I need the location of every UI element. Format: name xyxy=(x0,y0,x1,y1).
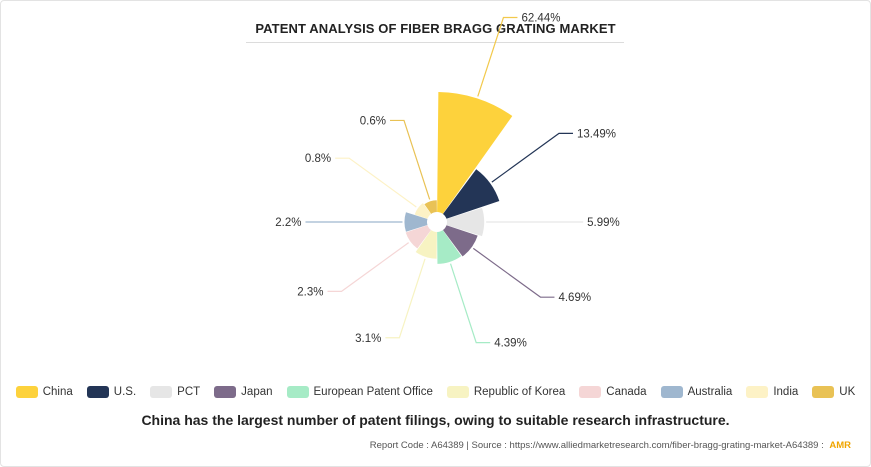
data-label-australia: 2.2% xyxy=(275,217,301,229)
slice-pct[interactable] xyxy=(446,207,485,237)
data-label-republic-of-korea: 3.1% xyxy=(355,333,381,345)
legend-item-india[interactable]: India xyxy=(746,386,798,398)
legend-label: PCT xyxy=(177,386,201,398)
legend-item-china[interactable]: China xyxy=(15,386,73,398)
legend-item-pct[interactable]: PCT xyxy=(150,386,200,398)
slice-australia[interactable] xyxy=(404,212,428,232)
chart-legend: China U.S. PCT Japan European Patent Office R… xyxy=(0,386,871,398)
source-link[interactable]: Source : https://www.alliedmarketresearc… xyxy=(471,440,824,451)
legend-item-uk[interactable]: UK xyxy=(812,386,855,398)
legend-item-european-patent-office[interactable]: European Patent Office xyxy=(286,386,433,398)
legend-swatch xyxy=(660,386,683,398)
legend-swatch xyxy=(214,386,237,398)
legend-label: Republic of Korea xyxy=(473,386,566,398)
leader-line-canada xyxy=(327,242,410,292)
legend-item-u-s[interactable]: U.S. xyxy=(86,386,137,398)
legend-item-australia[interactable]: Australia xyxy=(660,386,733,398)
leader-line-republic-of-korea xyxy=(385,258,426,339)
legend-label: Canada xyxy=(606,386,647,398)
legend-label: Australia xyxy=(687,386,733,398)
slice-japan[interactable] xyxy=(442,225,478,257)
legend-swatch xyxy=(15,386,38,398)
legend-label: European Patent Office xyxy=(313,386,433,398)
leader-line-japan xyxy=(472,247,555,298)
leader-line-european-patent-office xyxy=(449,263,491,344)
legend-swatch xyxy=(150,386,173,398)
legend-label: Japan xyxy=(241,386,273,398)
slice-china[interactable] xyxy=(437,92,513,214)
data-label-european-patent-office: 4.39% xyxy=(494,338,527,350)
legend-label: UK xyxy=(839,386,856,398)
chart-title: PATENT ANALYSIS OF FIBER BRAGG GRATING M… xyxy=(255,21,616,36)
legend-swatch xyxy=(446,386,469,398)
data-label-china: 62.44% xyxy=(521,13,560,25)
slice-u-s[interactable] xyxy=(442,169,500,219)
legend-item-republic-of-korea[interactable]: Republic of Korea xyxy=(446,386,566,398)
leader-line-uk xyxy=(390,119,431,200)
slice-india[interactable] xyxy=(414,203,432,219)
leader-line-u-s xyxy=(491,132,573,183)
legend-swatch xyxy=(579,386,602,398)
report-code: Report Code : A64389 xyxy=(369,440,464,451)
legend-label: U.S. xyxy=(113,386,137,398)
data-label-u-s: 13.49% xyxy=(577,128,616,140)
slice-republic-of-korea[interactable] xyxy=(415,230,437,259)
data-label-pct: 5.99% xyxy=(587,217,620,229)
slice-uk[interactable] xyxy=(424,200,437,214)
data-label-uk: 0.6% xyxy=(360,115,386,127)
slice-canada[interactable] xyxy=(405,225,432,249)
legend-swatch xyxy=(812,386,835,398)
legend-item-japan[interactable]: Japan xyxy=(214,386,273,398)
data-label-japan: 4.69% xyxy=(558,292,591,304)
legend-label: India xyxy=(773,386,799,398)
legend-swatch xyxy=(286,386,309,398)
data-label-canada: 2.3% xyxy=(297,286,323,298)
source-footer: Report Code : A64389 | Source : https://… xyxy=(370,440,851,451)
legend-swatch xyxy=(746,386,769,398)
legend-label: China xyxy=(42,386,73,398)
title-divider xyxy=(246,42,624,43)
leader-line-india xyxy=(335,157,417,208)
legend-swatch xyxy=(86,386,109,398)
slice-european-patent-office[interactable] xyxy=(437,230,462,264)
chart-caption: China has the largest number of patent f… xyxy=(141,412,730,428)
amr-brand-logo: AMR xyxy=(829,440,851,451)
footer-separator: | xyxy=(466,440,469,451)
data-label-india: 0.8% xyxy=(305,153,331,165)
leader-line-china xyxy=(477,16,518,97)
legend-item-canada[interactable]: Canada xyxy=(579,386,647,398)
